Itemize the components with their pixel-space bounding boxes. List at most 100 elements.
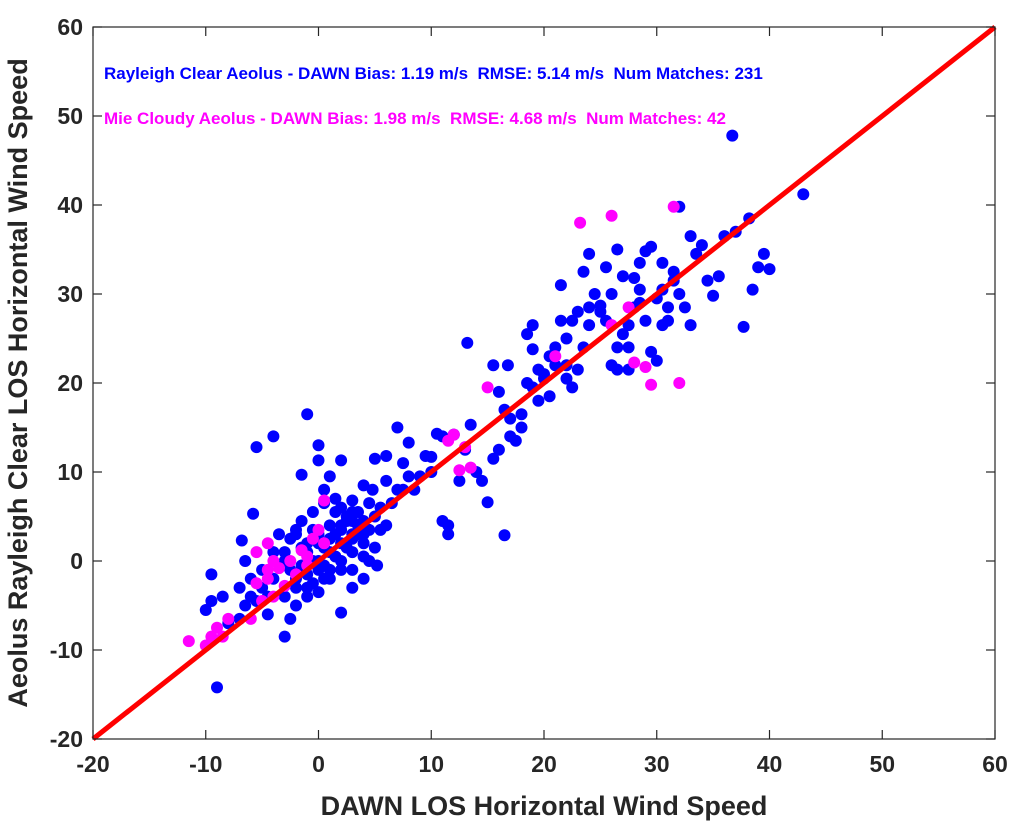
x-tick-label-2: 0 (312, 751, 325, 777)
annotation-layer: Rayleigh Clear Aeolus - DAWN Bias: 1.19 … (104, 64, 763, 128)
series-0-point-54 (357, 479, 370, 492)
x-tick-label-0: -20 (76, 751, 109, 777)
series-0-point-155 (571, 305, 584, 318)
x-tick-label-7: 50 (869, 751, 895, 777)
series-0-point-149 (667, 265, 680, 278)
series-1-point-11 (261, 563, 274, 576)
series-1-point-28 (453, 464, 466, 477)
series-0-point-224 (633, 283, 646, 296)
series-0-point-13 (250, 441, 263, 454)
series-0-point-145 (639, 314, 652, 327)
series-0-point-123 (757, 247, 770, 260)
series-0-point-198 (323, 572, 336, 585)
series-0-point-39 (312, 586, 325, 599)
series-0-point-18 (290, 581, 302, 594)
series-0-point-6 (239, 599, 252, 612)
series-0-point-152 (678, 301, 691, 314)
series-0-point-136 (583, 247, 596, 260)
series-0-point-156 (543, 390, 556, 403)
series-0-point-50 (371, 559, 384, 572)
series-0-point-4 (205, 595, 218, 607)
series-0-point-204 (244, 590, 257, 603)
series-0-point-165 (363, 523, 376, 536)
series-0-point-207 (261, 608, 274, 621)
series-0-point-227 (701, 274, 714, 287)
series-0-point-29 (335, 454, 348, 467)
series-0-point-196 (357, 550, 370, 563)
series-0-point-130 (532, 394, 545, 407)
series-1-point-15 (284, 555, 297, 567)
series-0-point-17 (284, 612, 297, 625)
series-0-point-73 (464, 418, 477, 431)
series-0-point-230 (622, 319, 635, 332)
points-layer (182, 129, 810, 694)
series-0-point-126 (461, 336, 474, 349)
y-tick-label-5: 30 (57, 281, 83, 307)
series-0-point-60 (402, 436, 415, 449)
series-0-point-93 (571, 363, 584, 376)
series-0-point-53 (346, 494, 359, 507)
series-0-point-223 (611, 243, 624, 256)
series-0-point-129 (501, 359, 514, 372)
series-0-point-158 (504, 412, 517, 425)
series-1-point-5 (222, 612, 235, 625)
series-0-point-168 (306, 506, 319, 518)
reference-line-layer (91, 25, 997, 741)
series-0-point-125 (797, 188, 810, 201)
series-0-point-41 (301, 581, 314, 594)
series-1-point-19 (261, 537, 274, 550)
series-0-point-12 (239, 555, 252, 567)
y-tick-label-4: 20 (57, 370, 83, 396)
series-0-point-135 (577, 265, 590, 278)
series-1-point-21 (312, 523, 325, 536)
y-tick-label-8: 60 (57, 14, 83, 40)
series-0-point-92 (566, 381, 579, 394)
x-tick-label-6: 40 (757, 751, 783, 777)
series-0-point-82 (509, 434, 522, 447)
series-0-point-197 (335, 563, 348, 576)
series-1-point-36 (622, 301, 635, 314)
series-0-point-104 (633, 256, 646, 269)
series-0-point-141 (611, 341, 624, 354)
series-0-point-96 (583, 301, 596, 314)
x-tick-label-8: 60 (982, 751, 1008, 777)
series-0-point-25 (312, 439, 325, 452)
series-0-point-148 (656, 319, 669, 332)
x-tick-label-4: 20 (531, 751, 557, 777)
series-0-point-128 (492, 385, 505, 398)
series-0-point-215 (340, 515, 353, 527)
series-0-point-159 (515, 408, 528, 421)
series-0-point-124 (763, 263, 776, 276)
series-0-point-78 (492, 443, 505, 456)
series-0-point-115 (712, 270, 725, 283)
series-0-point-27 (323, 470, 336, 483)
y-tick-label-1: -10 (50, 637, 83, 663)
series-0-point-150 (673, 288, 686, 300)
series-0-point-0 (205, 568, 218, 581)
series-0-point-45 (335, 606, 348, 619)
series-0-point-200 (290, 599, 302, 612)
series-0-point-46 (346, 581, 359, 594)
series-0-point-173 (267, 546, 280, 559)
series-0-point-1 (199, 604, 212, 616)
series-0-point-28 (318, 483, 331, 496)
series-0-point-179 (329, 550, 342, 563)
series-0-point-138 (594, 305, 607, 318)
series-0-point-49 (368, 541, 381, 554)
series-0-point-75 (476, 474, 488, 487)
series-0-point-55 (366, 483, 379, 496)
x-tick-label-5: 30 (644, 751, 670, 777)
series-0-point-132 (549, 341, 562, 354)
series-0-point-169 (295, 515, 308, 527)
series-0-point-121 (746, 283, 759, 296)
y-tick-label-0: -20 (50, 726, 83, 752)
series-0-point-2 (211, 681, 223, 694)
series-1-point-30 (464, 461, 477, 474)
series-0-point-20 (278, 546, 291, 559)
series-0-point-11 (235, 534, 248, 547)
series-0-point-102 (622, 341, 635, 354)
series-0-point-23 (295, 468, 308, 481)
series-0-point-220 (380, 474, 393, 487)
series-0-point-83 (515, 421, 528, 434)
